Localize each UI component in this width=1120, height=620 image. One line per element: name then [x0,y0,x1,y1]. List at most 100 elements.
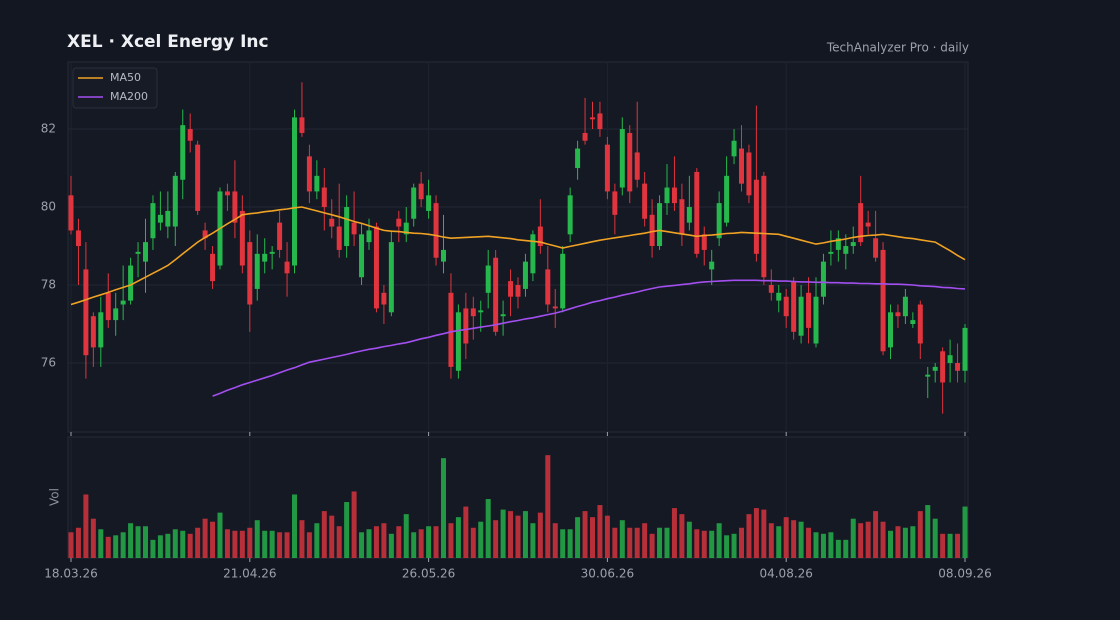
volume-bar [202,518,208,558]
volume-bar [463,506,469,558]
candle-body [701,234,707,250]
candle-body [642,183,648,219]
y-tick-label: 80 [41,200,56,214]
volume-bar [128,523,134,558]
volume-bar [75,527,81,558]
candle-body [649,214,655,247]
candle-body [686,207,692,223]
candle-body [75,230,81,247]
candle-body [314,175,320,192]
chart-subtitle: TechAnalyzer Pro · daily [826,41,969,55]
volume-bar [426,526,432,558]
candle-body [783,296,789,317]
candle-body [180,125,186,180]
candle-body [776,292,782,301]
candle-body [426,195,432,211]
candle-body [791,281,797,332]
volume-bar [612,527,618,558]
volume-bar [113,535,119,558]
x-tick-label: 21.04.26 [223,567,276,581]
volume-bar [604,515,610,558]
volume-bar [135,526,141,558]
volume-bar [716,523,722,558]
volume-bar [441,458,446,558]
candle-body [947,355,953,363]
volume-bar [418,529,424,558]
volume-bar [165,533,171,558]
candle-body [843,246,849,254]
volume-bar [873,511,879,558]
volume-bar [798,521,804,558]
volume-bar [239,530,245,558]
volume-bar [753,508,759,558]
candle-body [403,222,409,235]
candle-body [724,175,730,223]
volume-bar [321,511,327,558]
volume-bar [932,518,938,558]
volume-bar [552,523,558,558]
candle-body [515,285,521,297]
candle-body [232,191,238,223]
candle-body [902,296,908,317]
candle-body [940,351,946,383]
candle-body [83,269,89,356]
candle-body [962,327,968,371]
volume-bar [210,521,216,558]
candle-body [381,292,387,305]
volume-bar [597,505,603,558]
volume-bar [433,526,439,558]
candle-body [120,300,126,305]
candle-body [895,312,901,317]
volume-bar [396,526,402,558]
candle-body [493,257,499,332]
candle-body [277,222,283,250]
ma-line [212,279,966,397]
volume-bar [537,512,543,558]
candle-body [411,187,417,219]
volume-bar [485,499,491,558]
candle-body [463,308,469,344]
volume-bar [902,527,908,558]
volume-bar [739,527,744,558]
volume-bar [701,530,707,558]
volume-bar [83,494,89,558]
volume-bar [880,521,886,558]
volume-bar [888,530,893,558]
candle-body [165,210,171,227]
x-tick-label: 08.09.26 [938,567,991,581]
volume-bar [269,530,275,558]
candle-body [336,226,342,250]
candle-body [284,261,290,274]
candle-body [746,152,752,196]
candle-body [128,265,134,301]
volume-bar [634,527,640,558]
x-tick-label: 04.08.26 [759,567,812,581]
volume-bar [545,455,551,558]
candle-body [172,175,178,227]
volume-bar [284,532,290,558]
candle-body [187,129,193,141]
volume-bar [858,523,864,558]
candle-body [850,242,856,247]
candle-body [582,132,588,141]
chart-title: XEL · Xcel Energy Inc [67,32,269,52]
price-panel [67,61,969,433]
candle-body [679,199,685,235]
volume-bar [195,527,201,558]
volume-bar [850,518,856,558]
candle-body [768,285,774,293]
candle-body [865,222,871,227]
candle-body [597,113,603,130]
volume-bar [292,494,297,558]
volume-bar [351,491,357,558]
volume-bar [917,511,923,558]
candle-body [552,306,558,309]
candle-body [202,230,208,239]
candle-body [925,374,931,377]
volume-bar [709,530,715,558]
candle-body [299,117,305,133]
candle-body [224,191,230,196]
volume-bar [560,529,566,558]
volume-bar [388,533,394,558]
